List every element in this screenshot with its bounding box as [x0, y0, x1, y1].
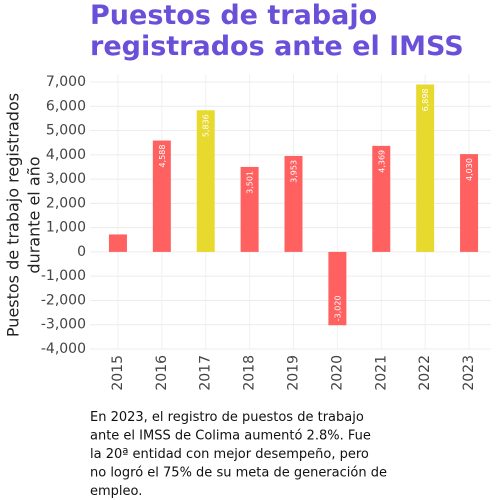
- caption: En 2023, el registro de puestos de traba…: [90, 410, 364, 425]
- caption: empleo.: [90, 484, 142, 499]
- value-label: 6,898: [421, 88, 430, 111]
- bar: [108, 234, 127, 252]
- bar: [416, 84, 435, 252]
- x-tick-label: 2018: [242, 355, 258, 391]
- y-tick-label: -2,000: [41, 292, 86, 308]
- chart-title: Puestos de trabajo: [90, 0, 377, 31]
- x-tick-label: 2020: [329, 355, 345, 391]
- value-label: 4,369: [377, 150, 386, 173]
- chart-title: registrados ante el IMSS: [90, 31, 464, 62]
- x-tick-label: 2023: [461, 355, 477, 391]
- y-tick-label: 4,000: [46, 147, 86, 163]
- y-tick-label: 7,000: [46, 74, 86, 90]
- bar: [240, 166, 259, 252]
- bar: [196, 110, 215, 252]
- y-axis-label: Puestos de trabajo registrados: [4, 93, 23, 337]
- x-tick-label: 2019: [286, 355, 302, 391]
- y-tick-label: 3,000: [46, 171, 86, 187]
- y-tick-label: 1,000: [46, 220, 86, 236]
- y-axis-label: durante el año: [25, 156, 44, 273]
- value-label: 4,030: [465, 158, 474, 181]
- x-tick-label: 2022: [417, 355, 433, 391]
- bar: [328, 251, 347, 326]
- x-tick-label: 2015: [110, 355, 126, 391]
- value-label: 3,501: [246, 171, 255, 194]
- y-tick-label: -4,000: [41, 341, 86, 357]
- caption: la 20ª entidad con mejor desempeño, pero: [90, 447, 369, 462]
- y-tick-label: 2,000: [46, 195, 86, 211]
- y-tick-label: 0: [77, 244, 86, 260]
- y-tick-label: 5,000: [46, 123, 86, 139]
- caption: ante el IMSS de Colima aumentó 2.8%. Fue: [90, 429, 371, 444]
- y-tick-label: 6,000: [46, 98, 86, 114]
- x-tick-label: 2017: [198, 355, 214, 391]
- x-tick-label: 2016: [154, 355, 170, 391]
- value-label: 4,588: [158, 145, 167, 168]
- value-label: 5,836: [202, 114, 211, 137]
- value-label: 3,953: [290, 160, 299, 183]
- caption: no logró el 75% de su meta de generación…: [90, 466, 387, 481]
- y-tick-label: -3,000: [41, 317, 86, 333]
- value-label: -3,020: [333, 295, 342, 321]
- bar: [284, 155, 303, 252]
- bar: [152, 140, 171, 252]
- bar: [372, 145, 391, 252]
- bar: [460, 154, 479, 252]
- x-tick-label: 2021: [373, 355, 389, 391]
- y-tick-label: -1,000: [41, 268, 86, 284]
